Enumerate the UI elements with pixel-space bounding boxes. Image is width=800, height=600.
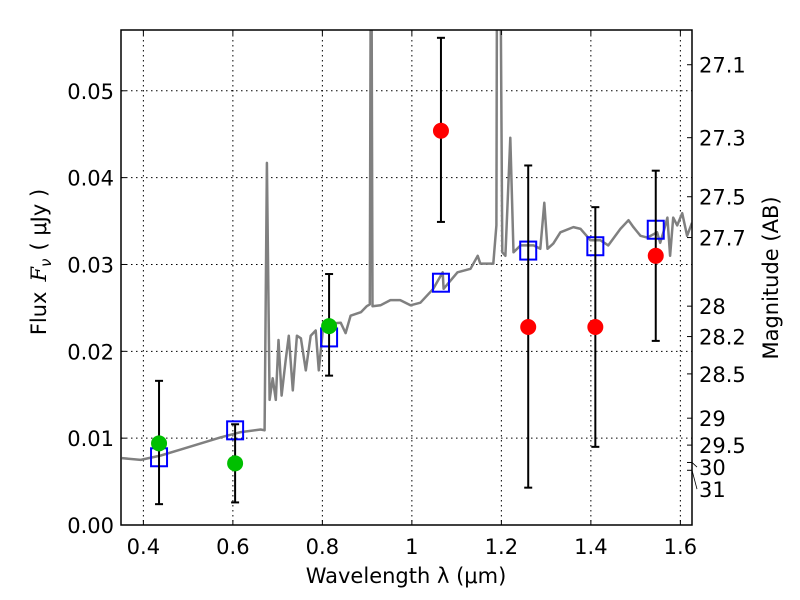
y-label-subscript: ν (37, 259, 55, 267)
y2-axis-label: Magnitude (AB) (759, 196, 783, 359)
x-tick-label: 1.4 (574, 535, 607, 559)
detection-point (227, 455, 244, 472)
y2-tick-leader (691, 462, 698, 468)
y2-tick-label: 28 (699, 295, 726, 319)
x-axis-label: Wavelength λ (μm) (306, 564, 507, 588)
y-label-unit: ( μJy ) (27, 189, 51, 251)
y-tick-label: 0.03 (67, 253, 114, 277)
y-tick-label: 0.01 (67, 427, 114, 451)
y-tick-label: 0.00 (67, 514, 114, 538)
y-label-symbol: F (27, 266, 51, 283)
plot-frame (120, 29, 693, 526)
y2-tick-label: 30 (699, 456, 726, 480)
y2-tick-label: 28.2 (699, 326, 746, 350)
y2-tick-label: 27.1 (699, 54, 746, 78)
ticks: 0.4 0.6 0.8 1 1.2 1.4 1.6 0.00 0.01 0.02 0.03 0.04 0… (67, 30, 746, 559)
plot-area (121, 30, 692, 506)
upper-point (647, 247, 664, 264)
detection-point (321, 318, 338, 335)
upper-point (520, 319, 537, 335)
x-tick-label: 0.8 (306, 535, 339, 559)
y-tick-label: 0.05 (67, 80, 114, 104)
y2-tick-label: 29 (699, 407, 726, 431)
y2-tick-label: 27.5 (699, 186, 746, 210)
y2-tick-leader (691, 470, 698, 490)
spectrum-line (121, 30, 692, 462)
y-tick-label: 0.04 (67, 167, 114, 191)
y2-tick-label: 27.3 (699, 127, 746, 151)
upper-point (587, 319, 604, 335)
x-tick-label: 0.4 (127, 535, 160, 559)
x-tick-label: 0.6 (216, 535, 249, 559)
model-flux-square (431, 272, 450, 293)
y2-tick-label: 29.5 (699, 434, 746, 458)
x-tick-label: 1.2 (485, 535, 518, 559)
grid (121, 30, 692, 525)
detection-point (151, 435, 168, 452)
y-label-prefix: Flux (27, 292, 51, 336)
y2-tick-label: 28.5 (699, 363, 746, 387)
x-tick-label: 1 (405, 535, 418, 559)
x-tick-label: 1.6 (664, 535, 697, 559)
y-tick-label: 0.02 (67, 340, 114, 364)
y2-tick-label: 27.7 (699, 227, 746, 251)
y-axis-label: Flux Fν ( μJy ) (27, 189, 55, 335)
upper-point (432, 122, 449, 139)
y2-tick-label: 31 (699, 478, 726, 502)
